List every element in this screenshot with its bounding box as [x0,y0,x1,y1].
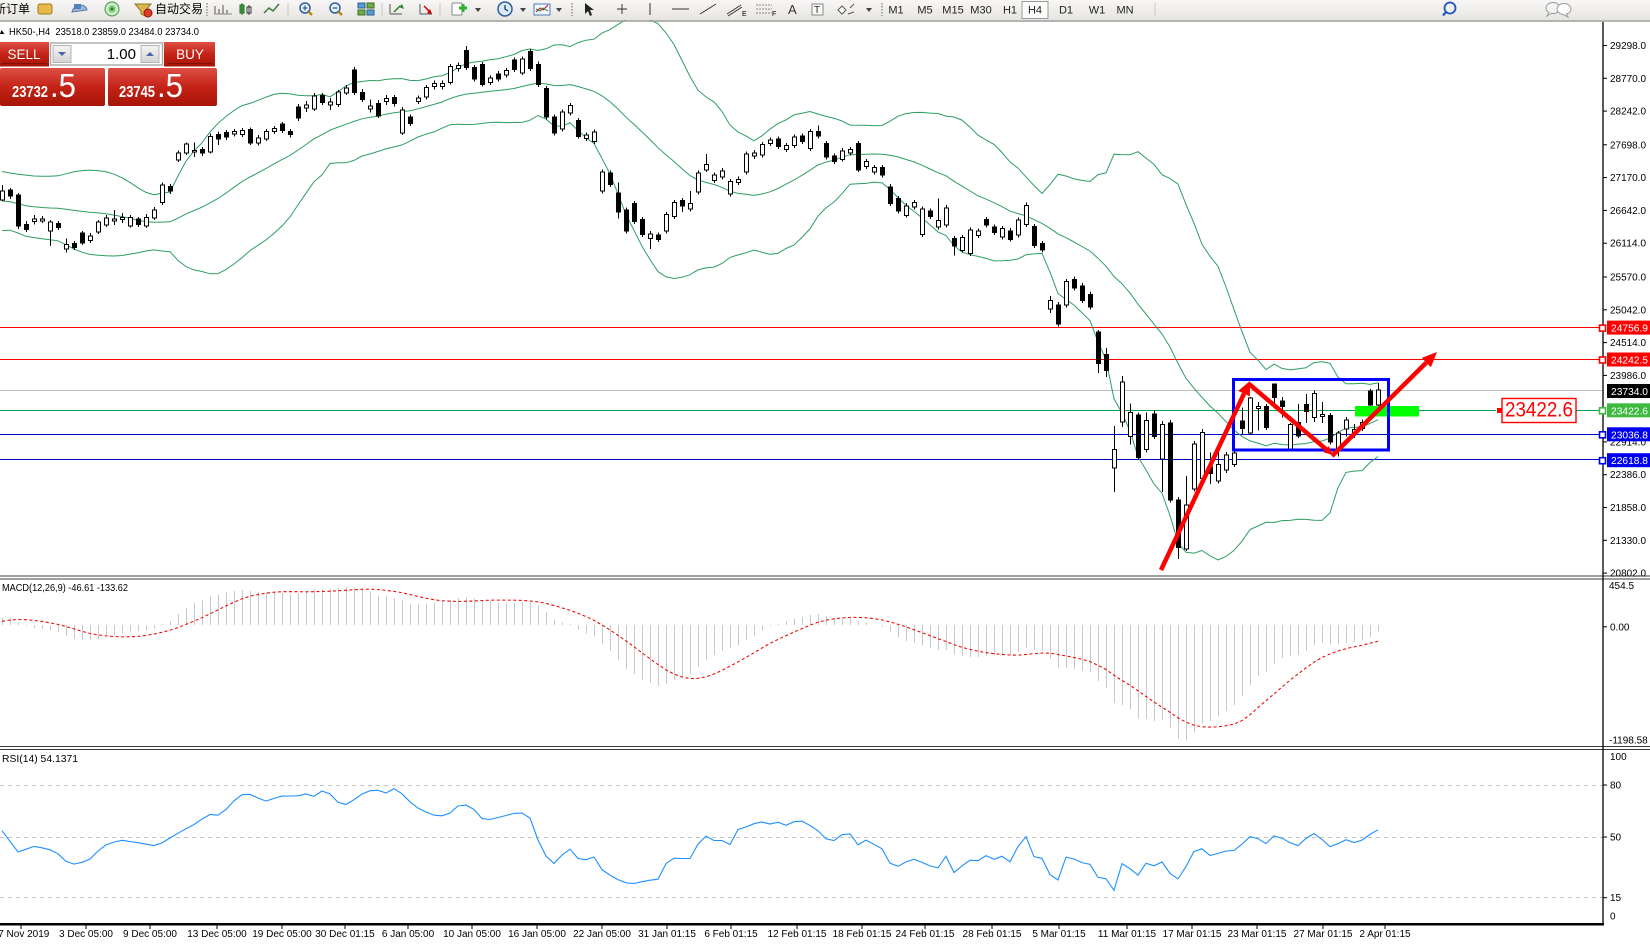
svg-text:24242.5: 24242.5 [1611,356,1648,367]
svg-text:21330.0: 21330.0 [1610,536,1646,547]
svg-text:T: T [814,5,820,16]
svg-text:80: 80 [1610,781,1622,792]
svg-text:M15: M15 [942,5,963,17]
svg-text:23732: 23732 [12,84,48,101]
svg-text:21858.0: 21858.0 [1610,503,1646,514]
svg-text:23 Mar 01:15: 23 Mar 01:15 [1228,929,1287,940]
svg-text:18 Feb 01:15: 18 Feb 01:15 [833,929,892,940]
svg-text:31 Jan 01:15: 31 Jan 01:15 [638,929,696,940]
svg-text:M1: M1 [888,5,903,17]
svg-text:6 Feb 01:15: 6 Feb 01:15 [704,929,758,940]
svg-text:MACD(12,26,9) -46.61 -133.62: MACD(12,26,9) -46.61 -133.62 [2,583,128,594]
svg-text:28242.0: 28242.0 [1610,107,1646,118]
svg-text:16 Jan 05:00: 16 Jan 05:00 [508,929,566,940]
svg-text:30 Dec 01:15: 30 Dec 01:15 [315,929,375,940]
svg-text:24756.9: 24756.9 [1611,324,1648,335]
svg-text:12 Feb 01:15: 12 Feb 01:15 [768,929,827,940]
svg-text:24 Feb 01:15: 24 Feb 01:15 [896,929,955,940]
svg-text:23422.6: 23422.6 [1611,406,1648,417]
svg-text:MN: MN [1116,5,1133,17]
svg-text:19 Dec 05:00: 19 Dec 05:00 [252,929,312,940]
svg-text:23422.6: 23422.6 [1505,399,1573,422]
svg-text:M5: M5 [917,5,932,17]
svg-text:17 Mar 01:15: 17 Mar 01:15 [1163,929,1222,940]
svg-text:RSI(14) 54.1371: RSI(14) 54.1371 [2,754,78,765]
svg-text:F: F [772,11,776,18]
svg-text:H1: H1 [1003,5,1017,17]
svg-text:23734.0: 23734.0 [1611,387,1648,398]
svg-text:20802.0: 20802.0 [1610,569,1646,580]
svg-text:A: A [788,2,797,17]
svg-text:6 Jan 05:00: 6 Jan 05:00 [382,929,435,940]
svg-text:27 Nov 2019: 27 Nov 2019 [0,929,50,940]
svg-text:25042.0: 25042.0 [1610,305,1646,316]
svg-text:M30: M30 [970,5,991,17]
svg-text:23986.0: 23986.0 [1610,371,1646,382]
svg-text:W1: W1 [1089,5,1106,17]
svg-text:BUY: BUY [176,47,204,62]
svg-text:SELL: SELL [7,47,41,62]
svg-text:28 Feb 01:15: 28 Feb 01:15 [963,929,1022,940]
svg-text:25570.0: 25570.0 [1610,273,1646,284]
svg-text:15: 15 [1610,893,1622,904]
svg-text:11 Mar 01:15: 11 Mar 01:15 [1098,929,1157,940]
svg-text:24514.0: 24514.0 [1610,338,1646,349]
svg-text:E: E [742,11,747,18]
svg-text:H4: H4 [1028,5,1042,17]
svg-text:27170.0: 27170.0 [1610,173,1646,184]
svg-text:27698.0: 27698.0 [1610,140,1646,151]
svg-text:3 Dec 05:00: 3 Dec 05:00 [59,929,113,940]
svg-text:1.00: 1.00 [107,46,136,63]
svg-text:D1: D1 [1059,5,1073,17]
svg-text:13 Dec 05:00: 13 Dec 05:00 [187,929,247,940]
svg-text:454.5: 454.5 [1609,581,1634,592]
svg-text:22914.0: 22914.0 [1610,437,1646,448]
svg-text:0: 0 [1610,912,1616,923]
svg-text:5 Mar 01:15: 5 Mar 01:15 [1032,929,1086,940]
svg-text:22618.8: 22618.8 [1611,456,1648,467]
svg-text:28770.0: 28770.0 [1610,74,1646,85]
svg-text:.5: .5 [50,67,76,104]
svg-text:26642.0: 26642.0 [1610,206,1646,217]
svg-text:0.00: 0.00 [1610,622,1630,633]
svg-text:50: 50 [1610,833,1622,844]
svg-text:29298.0: 29298.0 [1610,41,1646,52]
svg-text:23036.8: 23036.8 [1611,430,1648,441]
svg-text:22386.0: 22386.0 [1610,470,1646,481]
svg-text:26114.0: 26114.0 [1610,239,1646,250]
svg-text:自动交易: 自动交易 [155,1,203,16]
svg-text:9 Dec 05:00: 9 Dec 05:00 [123,929,177,940]
svg-text:新订单: 新订单 [0,1,30,16]
svg-text:2 Apr 01:15: 2 Apr 01:15 [1359,929,1411,940]
svg-text:10 Jan 05:00: 10 Jan 05:00 [443,929,501,940]
svg-text:22 Jan 05:00: 22 Jan 05:00 [573,929,631,940]
svg-text:27 Mar 01:15: 27 Mar 01:15 [1294,929,1353,940]
svg-text:-1198.58: -1198.58 [1609,736,1648,747]
svg-text:HK50-,H4 23518.0 23859.0 2348: HK50-,H4 23518.0 23859.0 23484.0 23734.0 [9,27,199,38]
svg-text:.5: .5 [157,67,183,104]
svg-text:100: 100 [1610,752,1627,763]
svg-text:23745: 23745 [119,84,155,101]
